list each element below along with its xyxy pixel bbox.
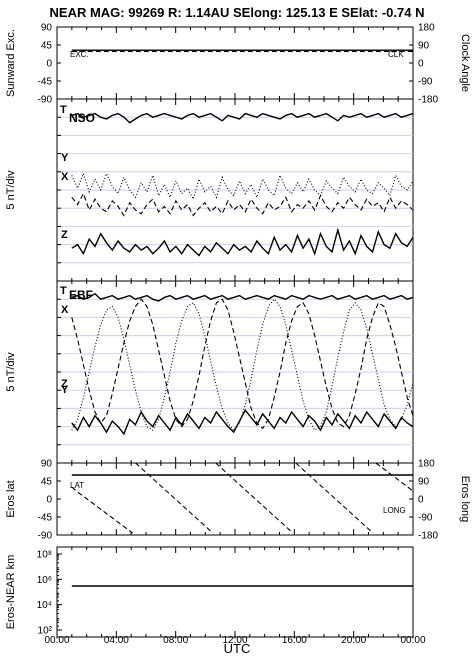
eros-left-tick-label: 0: [46, 495, 52, 506]
ebf-label-z: Z: [61, 378, 68, 390]
panel-sunward-frame: [56, 26, 414, 100]
eros-right-tick-label: 90: [418, 477, 430, 488]
sunward-left-tick-label: 45: [41, 41, 53, 52]
distance-tick-label: 10⁴: [37, 600, 52, 611]
sunward-left-tick-label: 0: [46, 59, 52, 70]
panel-eros-distance-ticks: 10⁸ 10⁶ 10⁴ 10²: [37, 547, 414, 637]
ebf-series-t-line: [71, 292, 414, 302]
nso-series-z-line: [71, 227, 414, 257]
distance-tick-label: 10²: [38, 626, 53, 637]
time-tick-label: 20:00: [341, 635, 366, 646]
ebf-series-y-line: [71, 298, 414, 432]
eros-right-tick-label: 0: [418, 495, 424, 506]
sunward-left-tick-label: -90: [38, 95, 53, 106]
panel-eros-angles: 90 45 0 -45 -90 180 90 0 -90 -180 LAT LONG Eros l…: [5, 459, 471, 542]
time-tick-label: 08:00: [163, 635, 188, 646]
eros-long-line: [215, 462, 294, 534]
panel-eros-angles-series: [71, 462, 414, 534]
sunward-left-tick-label: -45: [38, 77, 53, 88]
eros-long-label: LONG: [383, 506, 406, 515]
figure-title: NEAR MAG: 99269 R: 1.14AU SElong: 125.13…: [50, 5, 425, 20]
eros-long-line: [295, 462, 374, 534]
eros-left-tick-label: -90: [38, 531, 53, 542]
sunward-right-tick-label: 90: [418, 41, 430, 52]
ebf-ylabel: 5 nT/div: [5, 352, 17, 392]
nso-series-y-line: [71, 171, 414, 201]
eros-lat-ylabel: Eros lat: [5, 480, 17, 517]
panel-ebf-series: [71, 292, 414, 436]
ebf-label-y: Y: [61, 384, 69, 396]
panel-sunward: 90 45 0 -45 -90 180 90 0 -90 -180 EXC. CLK Sunwar…: [5, 23, 471, 106]
nso-ylabel: 5 nT/div: [5, 170, 17, 210]
ebf-frame-label: EBF: [69, 288, 93, 302]
eros-long-line: [135, 462, 214, 534]
nso-series-t-line: [71, 112, 414, 124]
time-tick-label: 12:00: [222, 635, 247, 646]
distance-tick-label: 10⁸: [37, 550, 52, 561]
ebf-label-t: T: [60, 285, 67, 297]
time-tick-label: 00:00: [400, 635, 425, 646]
panel-nso: T NSO Y X Z 5 nT/div: [5, 98, 414, 282]
sunward-right-tick-label: 0: [418, 59, 424, 70]
panel-nso-series: [71, 112, 414, 257]
ebf-series-z-line: [71, 408, 414, 436]
eros-lat-label: LAT: [70, 481, 84, 490]
nso-label-t: T: [60, 104, 67, 116]
time-tick-label: 16:00: [282, 635, 307, 646]
nso-frame-label: NSO: [69, 111, 95, 125]
panel-eros-angles-frame: [56, 462, 414, 536]
sunward-right-tick-label: -180: [418, 95, 438, 106]
ebf-label-x: X: [61, 304, 69, 316]
time-axis: 00:00 04:00 08:00 12:00 16:00 20:00 00:00: [44, 635, 425, 646]
eros-left-tick-label: 90: [41, 459, 53, 470]
eros-left-tick-label: 45: [41, 477, 53, 488]
eros-right-tick-label: -90: [418, 513, 433, 524]
sunward-right-tick-label: -90: [418, 77, 433, 88]
panel-eros-distance: 10⁸ 10⁶ 10⁴ 10² Eros-NEAR km: [5, 546, 414, 638]
nso-series-x-line: [71, 192, 414, 217]
eros-long-line: [71, 486, 133, 534]
panel-sunward-ticks: 90 45 0 -45 -90 180 90 0 -90 -180: [38, 23, 439, 106]
sunward-ylabel-right: Clock Angle: [459, 34, 471, 92]
eros-right-tick-label: 180: [418, 459, 435, 470]
distance-tick-label: 10⁶: [37, 575, 52, 586]
x-axis-label: UTC: [224, 641, 251, 656]
ebf-series-x-line: [71, 298, 414, 430]
panel-ebf-grid: [57, 298, 413, 446]
panel-eros-angles-ticks: 90 45 0 -45 -90 180 90 0 -90 -180: [38, 459, 439, 542]
panel-sunward-series: [71, 49, 413, 52]
sunward-right-tick-label: 180: [418, 23, 435, 34]
sunward-series-label-clk: CLK: [388, 50, 404, 59]
nso-label-z: Z: [61, 229, 68, 241]
time-tick-label: 04:00: [104, 635, 129, 646]
nso-label-x: X: [61, 171, 69, 183]
eros-long-ylabel: Eros long: [459, 476, 471, 522]
sunward-left-tick-label: 90: [41, 23, 53, 34]
sunward-series-label-exc: EXC.: [70, 50, 89, 59]
eros-left-tick-label: -45: [38, 513, 53, 524]
eros-long-line: [375, 462, 414, 492]
panel-ebf: T EBF X Z Y 5 nT/div: [5, 280, 414, 464]
time-tick-label: 00:00: [44, 635, 69, 646]
sunward-ylabel: Sunward Exc.: [5, 29, 17, 97]
nso-label-y: Y: [61, 152, 69, 164]
eros-right-tick-label: -180: [418, 531, 438, 542]
distance-ylabel: Eros-NEAR km: [5, 555, 17, 630]
panel-eros-distance-frame: [56, 546, 414, 638]
